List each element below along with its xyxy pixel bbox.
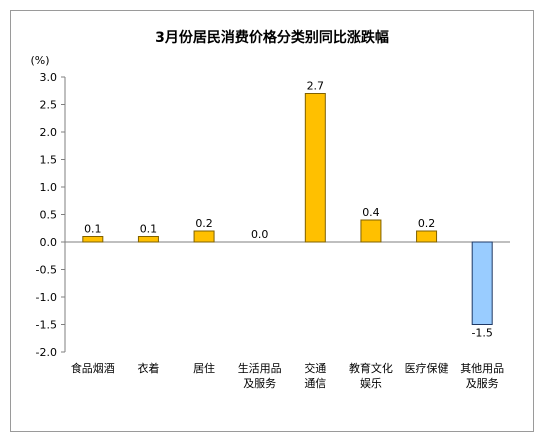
data-label: -1.5 (471, 327, 492, 340)
bar (193, 230, 215, 243)
data-labels: 0.1 0.1 0.2 0.0 2.7 0.4 0.2 -1.5 (84, 80, 493, 340)
bar (137, 236, 159, 243)
y-tick-label: 0.0 (40, 236, 58, 249)
x-tick-label: 其他用品 (460, 362, 504, 375)
bar (416, 230, 438, 243)
bars (82, 93, 493, 325)
y-tick-label: 2.5 (40, 99, 58, 112)
y-tick-label: -1.5 (36, 319, 57, 332)
x-tick-label: 通信 (304, 377, 326, 390)
x-tick-label: 生活用品 (238, 361, 282, 375)
x-tick-label: 食品烟酒 (71, 361, 115, 375)
y-axis: 3.0 2.5 2.0 1.5 1.0 0.5 0.0 -0.5 -1.0 -1.5 -2.0 (36, 71, 510, 359)
x-tick-label: 居住 (193, 361, 215, 375)
data-label: 0.2 (195, 217, 213, 230)
x-tick-label: 及服务 (243, 377, 276, 390)
x-tick-label: 娱乐 (360, 376, 382, 390)
y-tick-label: 1.0 (40, 181, 58, 194)
y-tick-label: 0.5 (40, 209, 58, 222)
data-label: 0.0 (251, 228, 269, 241)
chart-title: 3月份居民消费价格分类别同比涨跌幅 (155, 29, 389, 46)
data-label: 0.1 (84, 223, 102, 236)
data-label: 2.7 (307, 80, 325, 93)
data-label: 0.2 (418, 217, 436, 230)
bar (82, 236, 104, 243)
chart-frame (10, 10, 534, 432)
x-tick-label: 教育文化 (349, 361, 393, 375)
data-label: 0.1 (140, 223, 158, 236)
y-tick-label: 2.0 (40, 126, 58, 139)
y-tick-label: 3.0 (40, 71, 58, 84)
bar (304, 93, 326, 243)
y-tick-label: -0.5 (36, 264, 57, 277)
x-tick-label: 衣着 (137, 361, 159, 375)
x-tick-label: 交通 (304, 361, 326, 375)
y-tick-label: -1.0 (36, 291, 57, 304)
x-tick-label: 医疗保健 (405, 361, 449, 375)
y-tick-label: -2.0 (36, 346, 57, 359)
bar (471, 241, 493, 325)
bar (360, 219, 382, 243)
data-label: 0.4 (362, 206, 380, 219)
x-tick-label: 及服务 (466, 377, 499, 390)
y-axis-unit: (%) (30, 54, 49, 67)
y-tick-label: 1.5 (40, 154, 58, 167)
